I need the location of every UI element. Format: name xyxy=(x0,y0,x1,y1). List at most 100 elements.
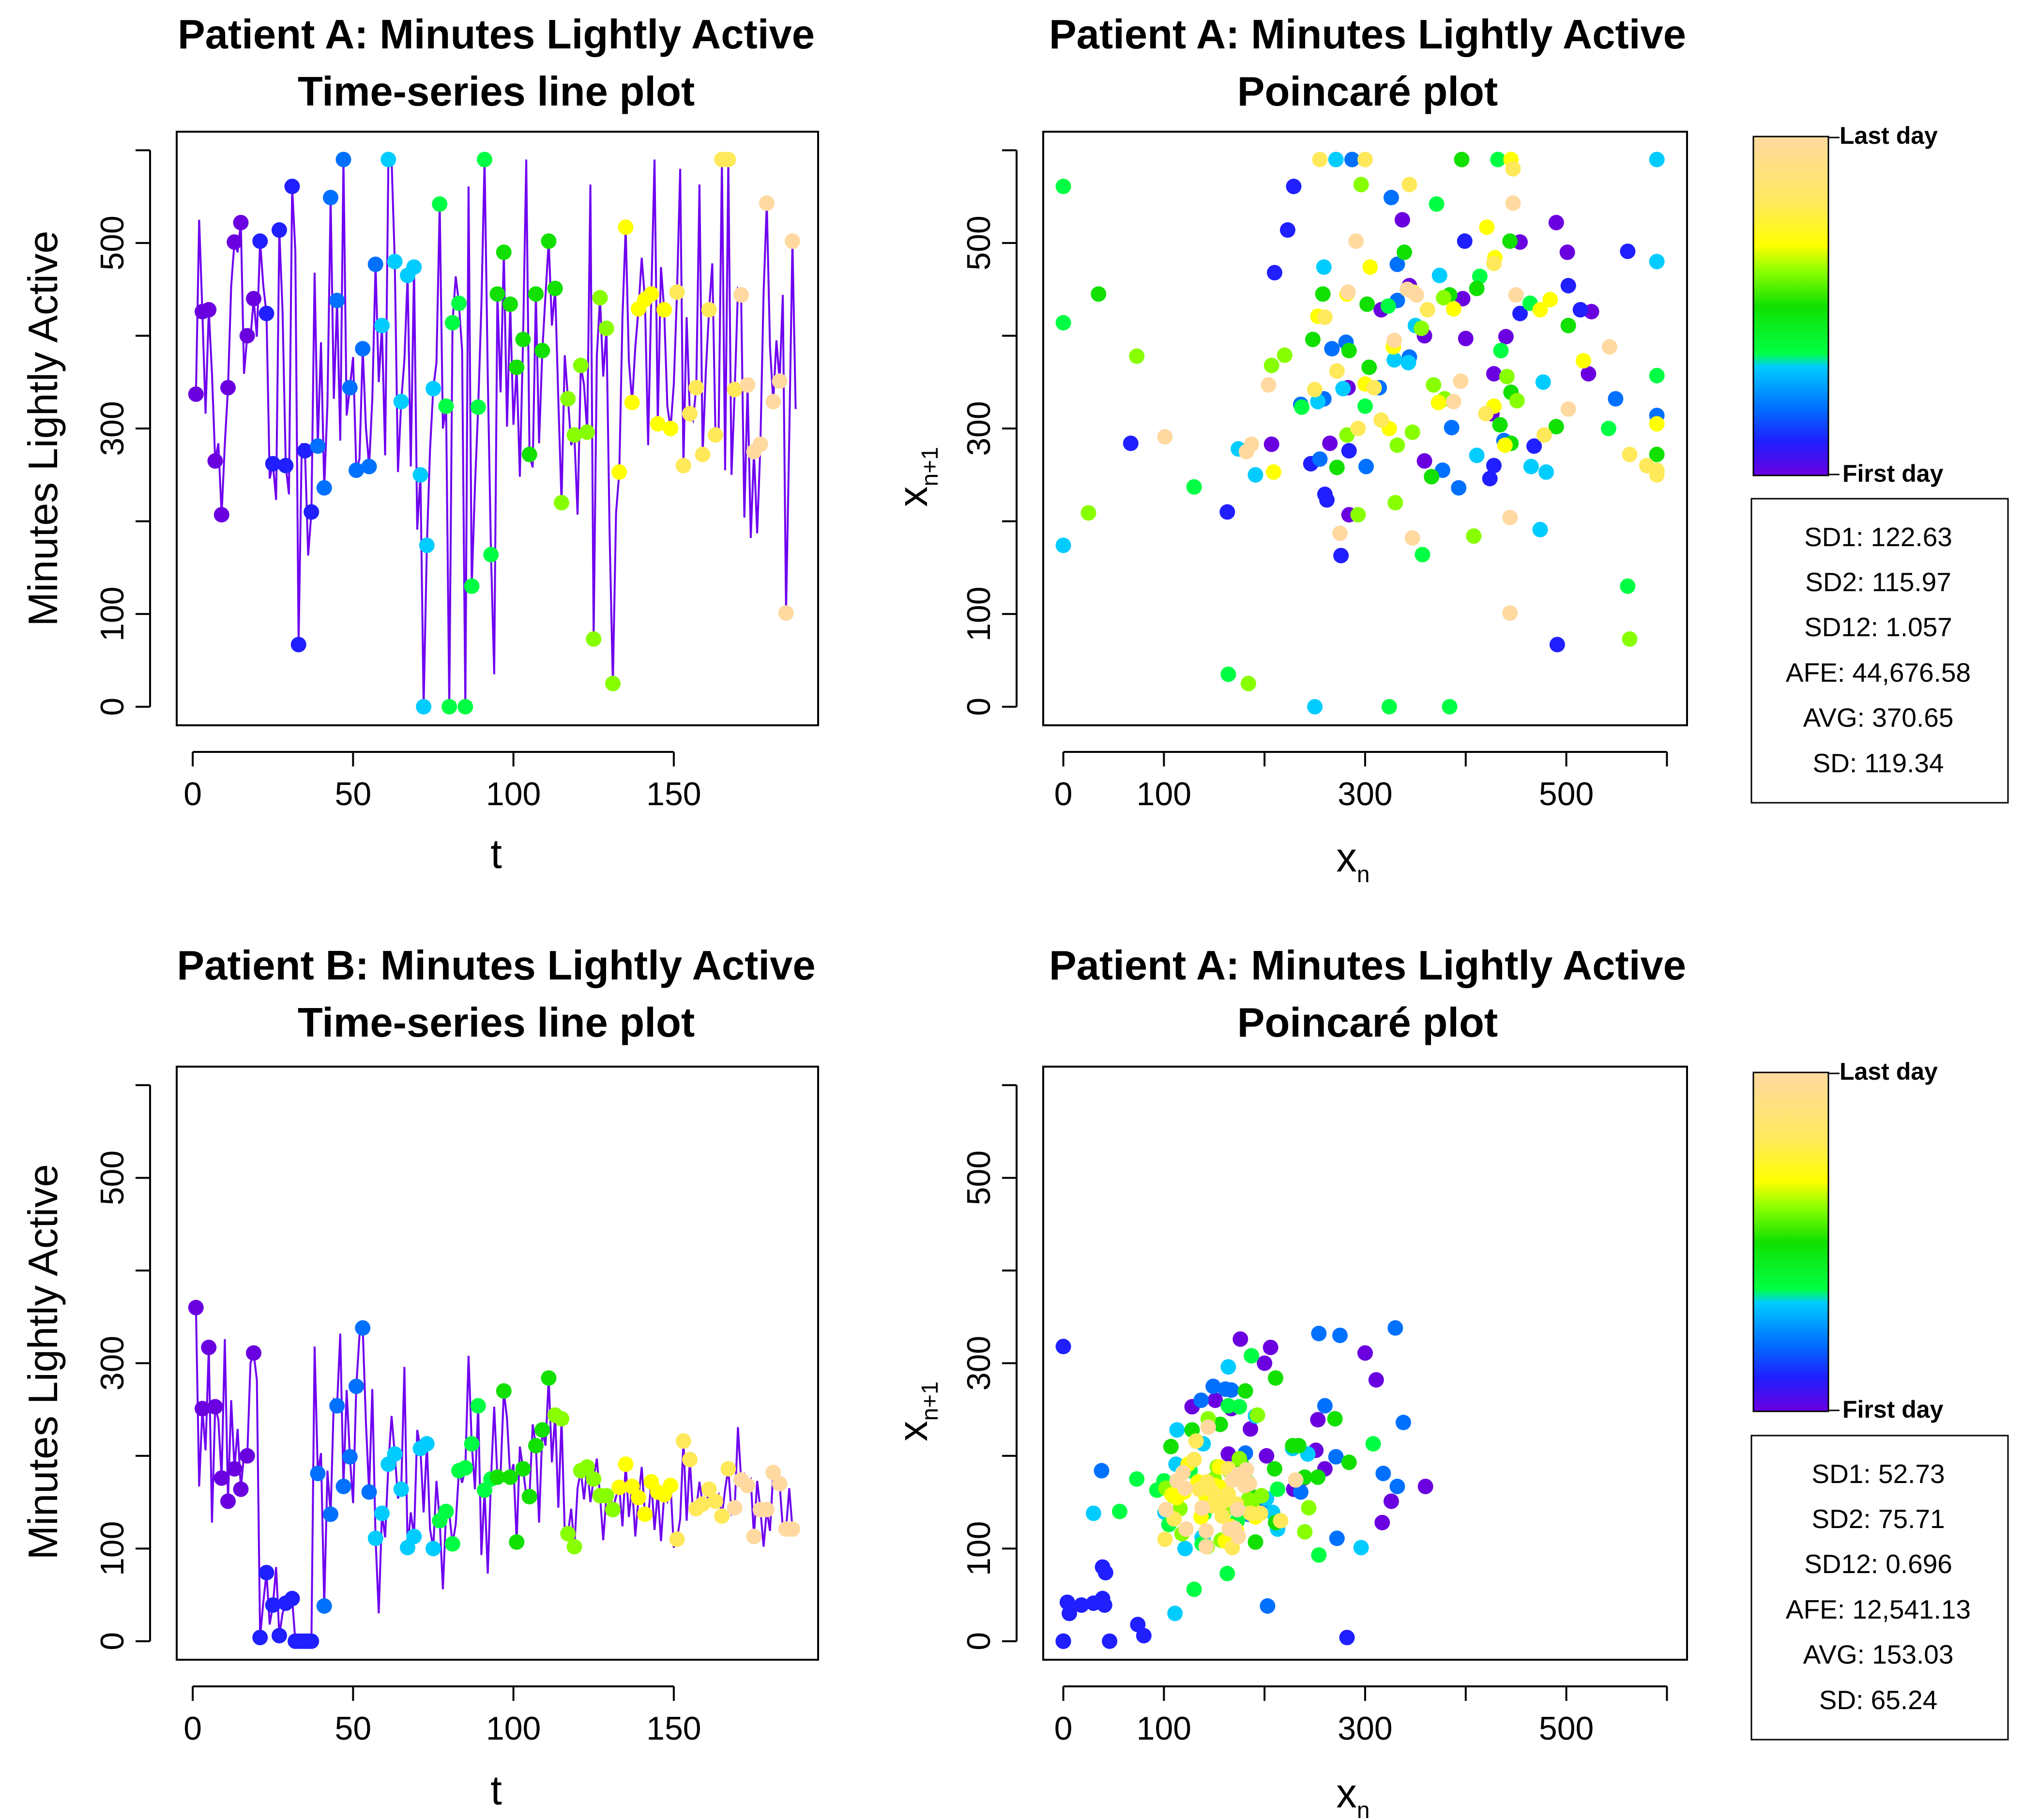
data-point xyxy=(1102,1633,1118,1649)
data-point xyxy=(579,1459,595,1475)
data-point xyxy=(1186,479,1202,495)
data-point xyxy=(701,1481,717,1497)
data-point xyxy=(1560,401,1576,417)
data-point xyxy=(239,328,255,344)
data-point xyxy=(1123,435,1139,451)
data-point xyxy=(1532,302,1548,318)
data-point xyxy=(663,1478,679,1494)
data-point xyxy=(464,1436,480,1452)
data-point xyxy=(1164,1487,1180,1503)
data-point xyxy=(374,1505,390,1521)
y-tick-label: 0 xyxy=(94,698,131,716)
data-point xyxy=(1247,467,1263,483)
data-point xyxy=(233,1481,249,1497)
panel-bottom-left: Patient B: Minutes Lightly Active Time-s… xyxy=(20,943,819,1814)
data-point xyxy=(1416,453,1432,469)
stat-sd: SD: 65.24 xyxy=(1819,1685,1938,1715)
data-point xyxy=(1335,381,1351,397)
data-point xyxy=(1244,1348,1260,1364)
data-point xyxy=(669,1531,685,1547)
data-point xyxy=(1317,1398,1333,1414)
data-point xyxy=(1244,436,1260,452)
data-point xyxy=(1384,1493,1399,1509)
data-point xyxy=(515,1461,531,1477)
data-point xyxy=(220,380,236,396)
chart-subtitle: Time-series line plot xyxy=(298,1000,695,1046)
data-point xyxy=(265,1597,281,1613)
data-point xyxy=(1270,1481,1286,1497)
data-point xyxy=(438,1503,454,1519)
data-point xyxy=(701,302,717,318)
data-point xyxy=(1332,525,1348,541)
data-point xyxy=(695,1496,711,1512)
data-point xyxy=(1111,1503,1127,1519)
data-point xyxy=(304,1633,319,1649)
data-point xyxy=(1221,1521,1237,1537)
data-point xyxy=(1194,1500,1210,1516)
y-tick-label: 300 xyxy=(960,401,997,456)
data-point xyxy=(393,394,409,410)
data-point xyxy=(329,292,345,308)
data-point xyxy=(669,284,685,300)
data-point xyxy=(1243,1505,1259,1521)
data-point xyxy=(1260,1598,1276,1614)
data-point xyxy=(1523,459,1539,474)
data-point xyxy=(560,1526,576,1542)
data-point xyxy=(1055,315,1071,331)
data-point xyxy=(1458,331,1474,347)
data-point xyxy=(1305,332,1321,348)
data-layer xyxy=(1055,152,1665,715)
data-point xyxy=(1560,277,1576,293)
data-point xyxy=(278,458,294,474)
data-point xyxy=(477,152,492,168)
data-point xyxy=(457,699,473,715)
data-point xyxy=(1262,1339,1278,1355)
data-point xyxy=(528,286,544,302)
data-point xyxy=(1219,504,1235,520)
axes: 0 50 100 150 0 100 300 500 xyxy=(94,1084,701,1747)
data-point xyxy=(387,1446,403,1462)
data-point xyxy=(708,427,723,443)
data-point xyxy=(1341,443,1357,459)
data-point xyxy=(406,259,422,275)
data-point xyxy=(1277,347,1293,363)
data-point xyxy=(1094,1463,1110,1479)
y-axis-label: Minutes Lightly Active xyxy=(20,1164,66,1560)
data-point xyxy=(1509,393,1525,409)
data-point xyxy=(265,456,281,472)
data-point xyxy=(733,287,749,303)
stats-box xyxy=(1750,1435,2009,1741)
data-point xyxy=(290,637,306,653)
data-point xyxy=(342,380,358,396)
y-tick-label: 300 xyxy=(960,1336,997,1391)
data-point xyxy=(534,343,550,359)
data-point xyxy=(1263,357,1279,373)
data-point xyxy=(1431,267,1447,283)
data-point xyxy=(380,152,396,168)
data-point xyxy=(598,1488,614,1504)
data-point xyxy=(605,675,621,691)
colorbar-top-label: Last day xyxy=(1840,122,1938,149)
data-point xyxy=(1429,196,1445,212)
data-point xyxy=(1177,1480,1193,1496)
data-point xyxy=(188,1300,204,1315)
chart-title: Patient A: Minutes Lightly Active xyxy=(1049,12,1686,58)
y-tick-label: 500 xyxy=(960,1150,997,1205)
data-point xyxy=(1238,1462,1254,1478)
data-point xyxy=(1340,284,1356,300)
data-point xyxy=(1310,394,1326,410)
data-point xyxy=(1419,302,1435,318)
data-point xyxy=(541,1370,557,1386)
data-point xyxy=(772,1476,788,1492)
data-point xyxy=(1240,675,1256,691)
data-point xyxy=(1620,244,1636,260)
data-point xyxy=(1293,1484,1308,1500)
chart-title: Patient A: Minutes Lightly Active xyxy=(178,12,815,58)
data-point xyxy=(675,1433,691,1449)
data-point xyxy=(688,380,704,396)
data-point xyxy=(1328,152,1344,168)
data-layer xyxy=(188,1300,800,1649)
data-point xyxy=(1242,1476,1258,1492)
data-point xyxy=(1312,152,1328,168)
